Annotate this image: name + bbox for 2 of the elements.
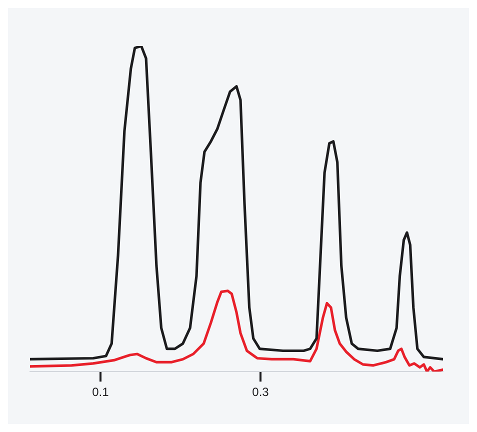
x-tick-label: 0.1: [92, 385, 110, 400]
x-tick-label: 0.3: [252, 385, 270, 400]
